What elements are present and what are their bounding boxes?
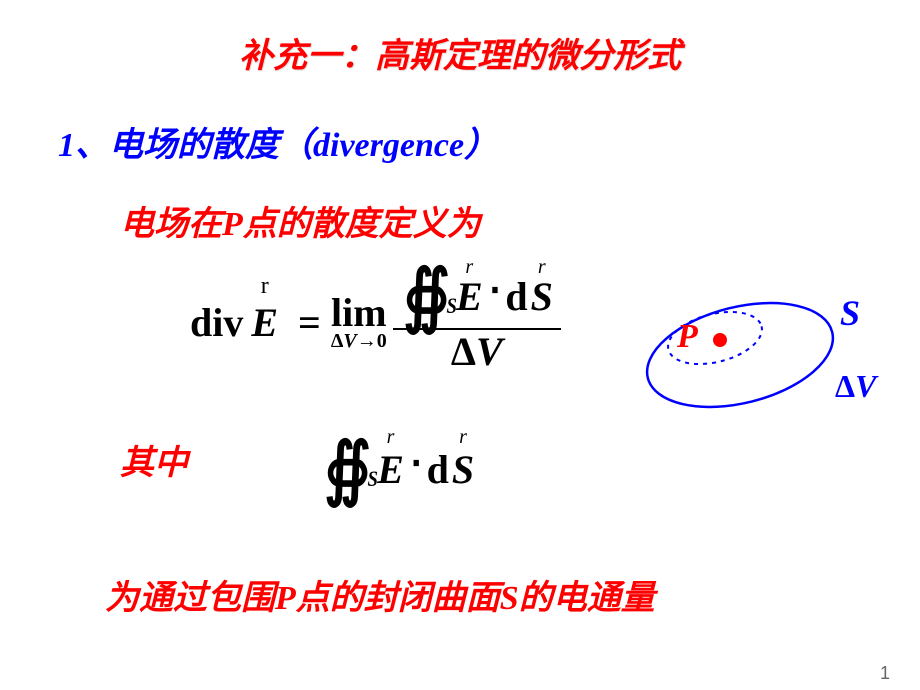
eq-E-letter: E [251, 300, 278, 345]
eq-equals: = [298, 299, 321, 346]
eq2-d: d [427, 446, 449, 493]
eq-oiint-icon: ∯S [403, 272, 450, 321]
section-header: 1、电场的散度（divergence） [0, 77, 920, 166]
equation-flux-integral: ∯S rE ⋅ drS [320, 445, 476, 502]
eq-d: d [505, 277, 527, 317]
section-number: 1、 [58, 127, 109, 164]
section-label-cn: 电场的散度 [109, 127, 279, 164]
eq-dot-product: ⋅ [489, 271, 502, 311]
def-suffix: 点的散度定义为 [243, 206, 481, 243]
eq2-oiint-icon: ∯S [324, 445, 371, 494]
eq-E-vector-mark: r [261, 273, 269, 300]
eq-denominator: ΔV [445, 330, 509, 374]
equation-divergence-definition: div r E = lim ΔV→0 ∯S rE ⋅ drS ΔV [190, 270, 561, 374]
eq2-E: rE [377, 446, 404, 493]
closing-S: S [500, 580, 519, 617]
page-number: 1 [880, 663, 890, 684]
eq-limit: lim ΔV→0 [331, 293, 387, 351]
eq-flux-integral: ∯S rE ⋅ drS [399, 272, 555, 321]
eq2-S: rS [452, 446, 474, 493]
eq-fraction: ∯S rE ⋅ drS ΔV [393, 270, 561, 374]
def-prefix: 电场在 [120, 206, 222, 243]
eq-numerator: ∯S rE ⋅ drS [393, 270, 561, 328]
diagram-outer-ellipse [636, 285, 844, 420]
diagram-P-label: P [677, 318, 698, 356]
eq2-dot: ⋅ [410, 440, 423, 487]
eq-num-E: rE [456, 277, 483, 317]
closing-line: 为通过包围P点的封闭曲面S的电通量 [105, 570, 655, 619]
closing-t2: 点的封闭曲面 [296, 580, 500, 617]
def-point-P: P [222, 206, 243, 243]
eq-E-vector: r E [251, 299, 278, 346]
diagram-S-label: S [840, 292, 860, 334]
eq2-expr: ∯S rE ⋅ drS [320, 445, 476, 494]
eq-num-S: rS [531, 277, 553, 317]
diagram-DV-label: ΔV [835, 368, 876, 405]
definition-line: 电场在P点的散度定义为 [0, 166, 920, 245]
eq-lim-text: lim [331, 293, 387, 333]
closing-t1: 为通过包围 [105, 580, 275, 617]
slide-title: 补充一：高斯定理的微分形式 [0, 0, 920, 77]
where-label: 其中 [120, 435, 188, 484]
closing-t3: 的电通量 [519, 580, 655, 617]
diagram-volume-surface: P S ΔV [625, 280, 885, 420]
eq-div-operator: div [190, 299, 243, 346]
diagram-point-dot [713, 333, 727, 347]
closing-P: P [275, 580, 296, 617]
eq-lim-sub: ΔV→0 [331, 331, 387, 351]
section-label-en: （divergence） [279, 127, 498, 164]
